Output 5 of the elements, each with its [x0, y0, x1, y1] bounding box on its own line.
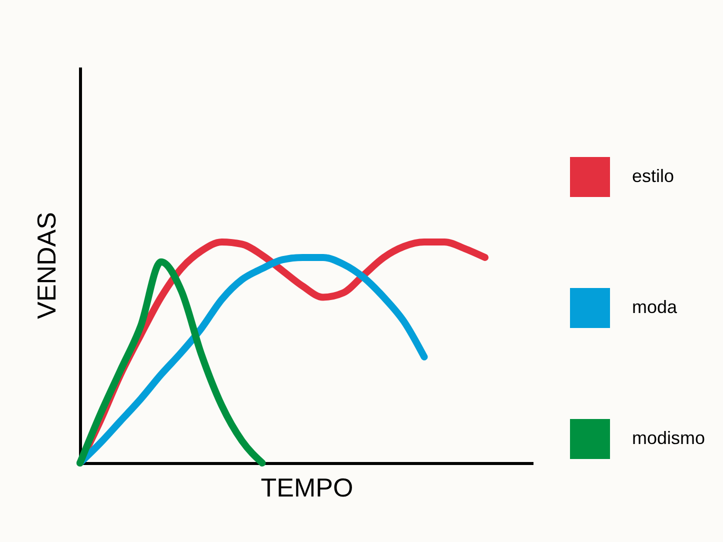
legend-label: modismo — [632, 428, 706, 448]
x-axis-title: TEMPO — [260, 472, 354, 502]
y-axis-title: VENDAS — [32, 212, 62, 319]
legend-label: moda — [632, 297, 678, 317]
legend-label: estilo — [632, 166, 674, 186]
